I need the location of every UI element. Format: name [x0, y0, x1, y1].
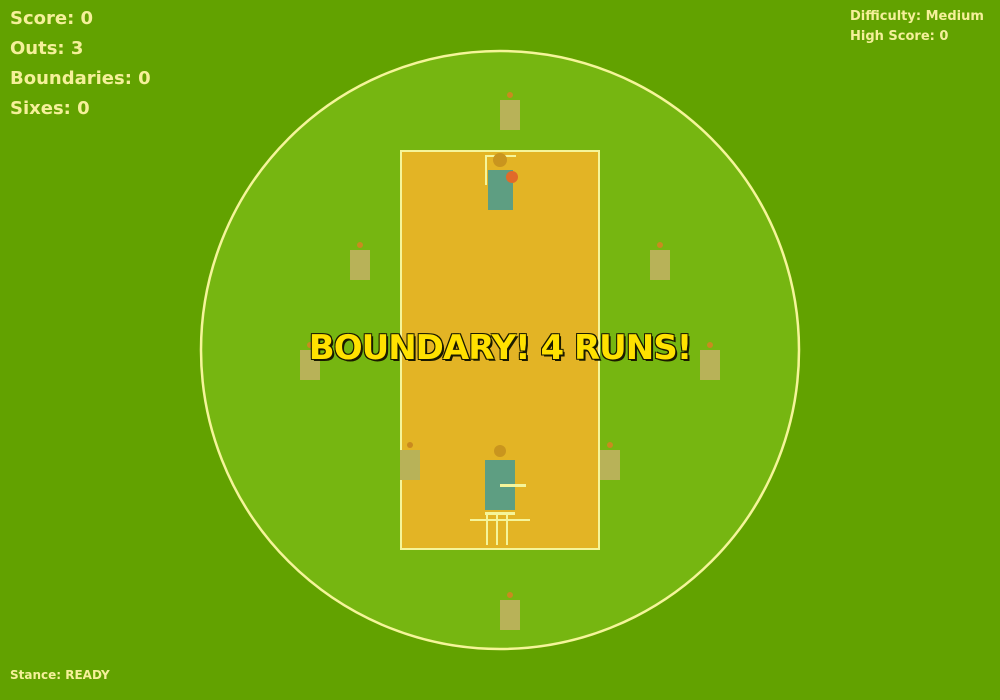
high-score-label: High Score: 0 [850, 29, 949, 44]
event-banner: BOUNDARY! 4 RUNS! [308, 328, 692, 368]
outs-label: Outs: 3 [10, 38, 84, 59]
fielder [500, 92, 520, 130]
stance-label: Stance: READY [10, 668, 110, 682]
fielder [400, 442, 420, 480]
fielder [650, 242, 670, 280]
fielder [300, 342, 320, 380]
sixes-label: Sixes: 0 [10, 98, 90, 119]
batsman-end-stumps [470, 512, 530, 545]
score-panel: Score: 0 Outs: 3 Boundaries: 0 Sixes: 0 [10, 7, 151, 127]
info-panel: Difficulty: Medium High Score: 0 [850, 8, 984, 48]
score-label: Score: 0 [10, 8, 94, 29]
fielder [350, 242, 370, 280]
fielder [500, 592, 520, 630]
fielder [600, 442, 620, 480]
bat [500, 484, 526, 487]
fielder [700, 342, 720, 380]
ball [506, 171, 518, 183]
boundaries-label: Boundaries: 0 [10, 68, 151, 89]
difficulty-label: Difficulty: Medium [850, 9, 984, 24]
